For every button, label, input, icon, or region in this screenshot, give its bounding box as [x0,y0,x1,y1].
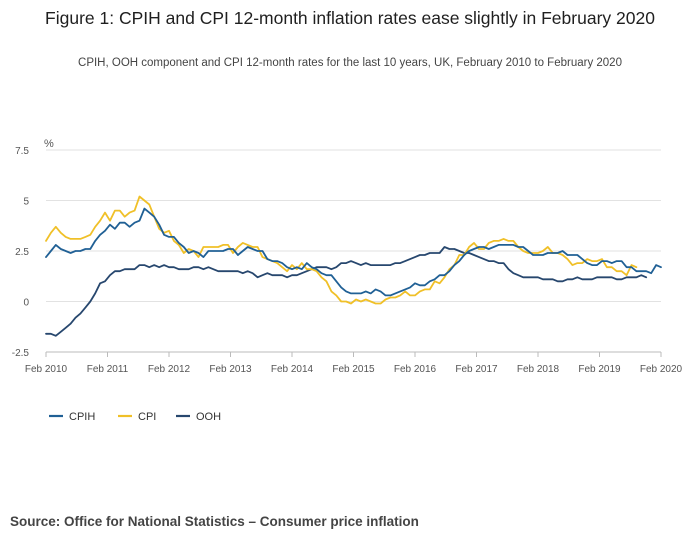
x-tick-label: Feb 2017 [455,364,498,375]
series-line-ooh [45,246,648,337]
x-tick-label: Feb 2011 [87,364,129,375]
y-tick-label: 0 [23,298,29,309]
legend[interactable]: CPIH CPI OOH [49,411,221,423]
source-note: Source: Office for National Statistics –… [10,514,419,529]
x-tick-label: Feb 2010 [25,364,68,375]
y-tick-label: 7.5 [15,146,29,157]
x-axis: Feb 2010 Feb 2011 Feb 2012 Feb 2013 Feb 2014… [25,351,683,375]
x-tick-label: Feb 2019 [578,364,621,375]
y-tick-label: 2.5 [15,247,29,258]
legend-item-ooh[interactable]: OOH [176,411,221,423]
x-tick-label: Feb 2012 [148,364,191,375]
y-tick-label: -2.5 [12,348,30,359]
legend-item-cpih[interactable]: CPIH [49,411,95,423]
x-tick-label: Feb 2016 [394,364,437,375]
x-tick-label: Feb 2014 [271,364,314,375]
legend-item-cpi[interactable]: CPI [118,411,156,423]
x-tick-label: Feb 2013 [209,364,252,375]
x-tick-label: Feb 2018 [517,364,560,375]
y-tick-label: 5 [23,197,29,208]
y-axis-unit-label: % [44,138,54,150]
x-tick-label: Feb 2015 [332,364,375,375]
series-line-cpih [45,207,662,297]
legend-label: CPIH [69,411,95,423]
legend-label: OOH [196,411,221,423]
legend-label: CPI [138,411,156,423]
series-line-cpi [45,195,638,305]
chart-subtitle: CPIH, OOH component and CPI 12-month rat… [78,57,622,69]
series-lines [45,195,662,337]
x-tick-label: Feb 2020 [640,364,683,375]
y-axis-tick-labels: -2.5 0 2.5 5 7.5 [12,146,30,359]
chart-title: Figure 1: CPIH and CPI 12-month inflatio… [45,8,655,28]
gridlines [46,149,661,353]
